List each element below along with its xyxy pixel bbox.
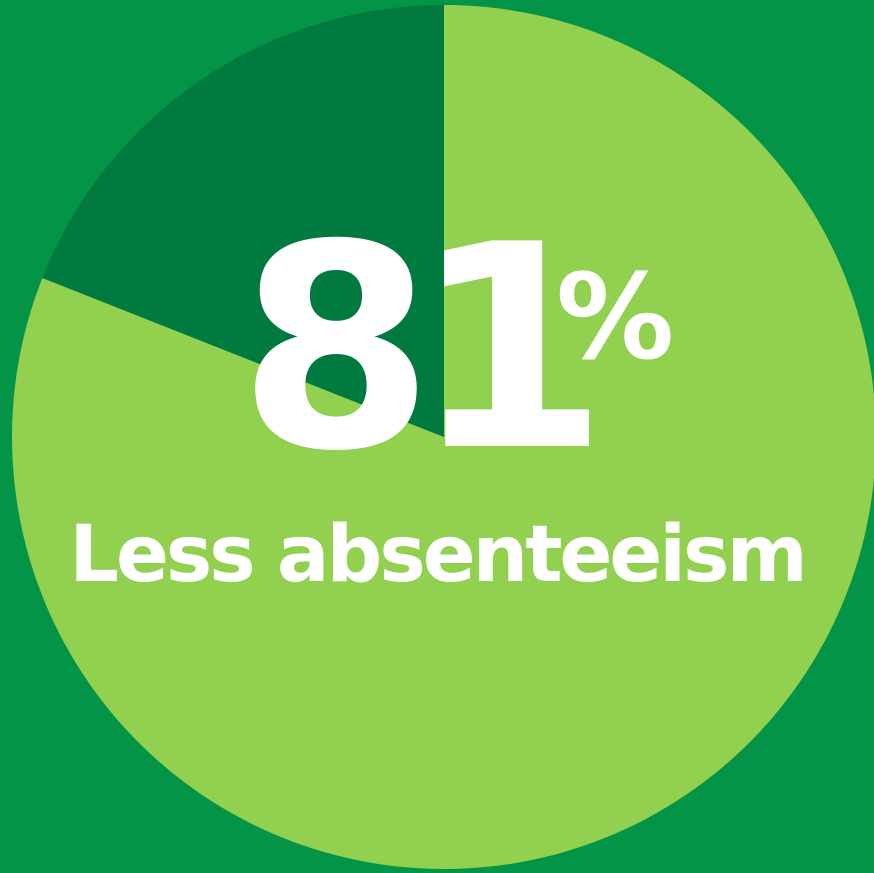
- headline-caption: Less absenteeism: [69, 510, 807, 600]
- headline-unit: %: [556, 248, 675, 386]
- headline-value: 81: [238, 184, 608, 513]
- pie-slice-1: [12, 5, 874, 869]
- pie-slice-2: [42, 4, 445, 437]
